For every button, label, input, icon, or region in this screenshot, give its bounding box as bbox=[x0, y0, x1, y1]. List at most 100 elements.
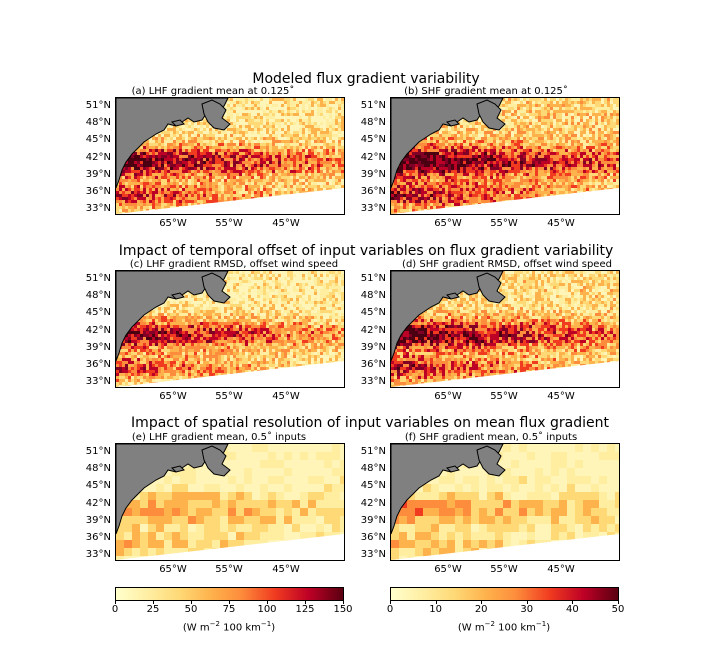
lat-tick: 33°N bbox=[360, 376, 386, 388]
colorbar-tick-label: 40 bbox=[566, 604, 579, 615]
map-panel-f bbox=[390, 443, 620, 561]
colorbar-lhf-label: (W m−2 100 km−1) bbox=[182, 620, 276, 634]
lat-tick: 39°N bbox=[360, 514, 386, 526]
lon-tick: 65°W bbox=[159, 391, 187, 402]
colorbar-tick-mark bbox=[526, 600, 528, 604]
lon-tick: 65°W bbox=[159, 218, 187, 229]
lat-tick: 33°N bbox=[85, 376, 111, 388]
lat-tick: 51°N bbox=[360, 446, 386, 457]
lon-tick: 55°W bbox=[490, 391, 518, 402]
domain-edge bbox=[116, 534, 344, 560]
colorbar-tick-mark bbox=[343, 600, 344, 604]
island bbox=[446, 292, 460, 300]
lat-tick: 45°N bbox=[360, 307, 386, 319]
lon-tick: 45°W bbox=[547, 218, 575, 229]
lat-tick: 39°N bbox=[360, 168, 386, 180]
map-c bbox=[116, 271, 344, 387]
lon-tick: 45°W bbox=[547, 564, 575, 575]
lat-tick: 33°N bbox=[85, 203, 111, 215]
colorbar-tick-mark bbox=[618, 600, 619, 604]
colorbar-tick-label: 125 bbox=[295, 604, 315, 615]
lon-tick: 55°W bbox=[490, 218, 518, 229]
island bbox=[171, 119, 185, 127]
island bbox=[171, 292, 185, 300]
lon-tick: 65°W bbox=[434, 218, 462, 229]
colorbar-tick-mark bbox=[390, 600, 391, 604]
colorbar-tick-label: 20 bbox=[474, 604, 488, 615]
row-title-2: Impact of temporal offset of input varia… bbox=[118, 243, 614, 259]
panel-title-d: (d) SHF gradient RMSD, offset wind speed bbox=[402, 259, 612, 270]
lon-tick: 55°W bbox=[490, 564, 518, 575]
lon-tick: 55°W bbox=[215, 564, 243, 575]
lat-tick: 48°N bbox=[360, 463, 386, 475]
island bbox=[446, 465, 460, 473]
panel-title-c: (c) LHF gradient RMSD, offset wind speed bbox=[129, 259, 339, 270]
lat-tick: 36°N bbox=[360, 186, 386, 197]
lat-tick: 42°N bbox=[85, 151, 111, 163]
newfoundland bbox=[476, 445, 506, 477]
lat-tick: 45°N bbox=[360, 480, 386, 492]
colorbar-tick-label: 150 bbox=[333, 604, 353, 615]
domain-edge bbox=[116, 361, 344, 387]
lat-tick: 45°N bbox=[85, 134, 111, 146]
map-panel-c bbox=[115, 270, 345, 388]
domain-edge bbox=[391, 361, 619, 387]
lat-tick: 42°N bbox=[360, 324, 386, 336]
colorbar-tick-mark bbox=[229, 600, 230, 604]
map-panel-d bbox=[390, 270, 620, 388]
lat-tick: 42°N bbox=[85, 497, 111, 509]
colorbar-tick-mark bbox=[115, 600, 116, 604]
lat-tick: 45°N bbox=[360, 134, 386, 146]
lat-tick: 48°N bbox=[85, 117, 111, 129]
newfoundland bbox=[201, 272, 231, 304]
map-e bbox=[116, 444, 344, 560]
lon-tick: 45°W bbox=[547, 391, 575, 402]
colorbar-tick-label: 30 bbox=[520, 604, 534, 615]
panel-title-a: (a) LHF gradient mean at 0.125˚ bbox=[131, 86, 295, 97]
panel-title-f: (f) SHF gradient mean, 0.5˚ inputs bbox=[404, 432, 578, 443]
colorbar-shf-label: (W m−2 100 km−1) bbox=[457, 620, 551, 634]
domain-edge bbox=[391, 534, 619, 560]
lat-tick: 42°N bbox=[360, 497, 386, 509]
lon-tick: 55°W bbox=[215, 391, 243, 402]
lat-tick: 33°N bbox=[360, 549, 386, 561]
lat-tick: 48°N bbox=[85, 290, 111, 302]
lat-tick: 36°N bbox=[360, 359, 386, 370]
colorbar-lhf bbox=[115, 587, 344, 601]
lat-tick: 42°N bbox=[360, 151, 386, 163]
lat-tick: 48°N bbox=[360, 117, 386, 129]
panel-title-e: (e) LHF gradient mean, 0.5˚ inputs bbox=[131, 432, 307, 443]
lat-tick: 51°N bbox=[85, 273, 111, 284]
lat-tick: 39°N bbox=[85, 168, 111, 180]
colorbar-tick-mark bbox=[481, 600, 483, 604]
colorbar-tick-label: 50 bbox=[184, 604, 198, 615]
lat-tick: 36°N bbox=[85, 532, 111, 543]
lat-tick: 39°N bbox=[85, 514, 111, 526]
lat-tick: 51°N bbox=[85, 446, 111, 457]
lon-tick: 55°W bbox=[215, 218, 243, 229]
map-b bbox=[391, 98, 619, 214]
map-panel-b bbox=[390, 97, 620, 215]
domain-edge bbox=[391, 188, 619, 214]
map-panel-a bbox=[115, 97, 345, 215]
newfoundland bbox=[476, 99, 506, 131]
colorbar-tick-mark bbox=[305, 600, 306, 604]
lat-tick: 36°N bbox=[85, 359, 111, 370]
domain-edge bbox=[116, 188, 344, 214]
lat-tick: 36°N bbox=[85, 186, 111, 197]
colorbar-tick-mark bbox=[267, 600, 268, 604]
lat-tick: 51°N bbox=[360, 100, 386, 111]
lat-tick: 42°N bbox=[85, 324, 111, 336]
lon-tick: 45°W bbox=[272, 564, 300, 575]
lon-tick: 45°W bbox=[272, 218, 300, 229]
newfoundland bbox=[201, 445, 231, 477]
lat-tick: 39°N bbox=[360, 341, 386, 353]
colorbar-shf bbox=[390, 587, 619, 601]
row-title-1: Modeled flux gradient variability bbox=[252, 71, 480, 87]
map-f bbox=[391, 444, 619, 560]
lon-tick: 65°W bbox=[159, 564, 187, 575]
map-a bbox=[116, 98, 344, 214]
lat-tick: 36°N bbox=[360, 532, 386, 543]
lat-tick: 51°N bbox=[85, 100, 111, 111]
map-panel-e bbox=[115, 443, 345, 561]
